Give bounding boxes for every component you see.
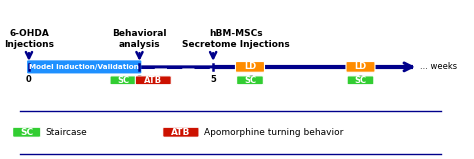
Text: ATB: ATB (171, 128, 191, 137)
FancyBboxPatch shape (163, 128, 199, 137)
Text: LD: LD (355, 62, 366, 71)
Text: SC: SC (20, 128, 33, 137)
FancyBboxPatch shape (27, 60, 141, 73)
Text: Apomorphine turning behavior: Apomorphine turning behavior (204, 128, 343, 137)
Text: LD: LD (244, 62, 256, 71)
Text: SC: SC (117, 76, 129, 85)
Text: Behavioral
analysis: Behavioral analysis (112, 29, 167, 49)
Text: Model Induction/Validation: Model Induction/Validation (29, 64, 139, 70)
Text: 6-OHDA
Injections: 6-OHDA Injections (4, 29, 54, 49)
Text: Staircase: Staircase (46, 128, 87, 137)
Text: SC: SC (244, 76, 256, 85)
FancyBboxPatch shape (110, 76, 137, 85)
FancyBboxPatch shape (236, 62, 264, 72)
Text: 0: 0 (26, 75, 32, 84)
Text: SC: SC (355, 76, 366, 85)
FancyBboxPatch shape (13, 128, 40, 137)
Text: ... weeks: ... weeks (420, 62, 457, 71)
Text: hBM-MSCs
Secretome Injections: hBM-MSCs Secretome Injections (182, 29, 290, 49)
Text: ATB: ATB (144, 76, 162, 85)
Text: 9: 9 (357, 75, 364, 84)
FancyBboxPatch shape (135, 76, 171, 85)
Text: 3: 3 (137, 75, 142, 84)
FancyBboxPatch shape (237, 76, 264, 85)
FancyBboxPatch shape (346, 62, 375, 72)
Text: 6: 6 (247, 75, 253, 84)
FancyBboxPatch shape (347, 76, 374, 85)
Text: 5: 5 (210, 75, 216, 84)
